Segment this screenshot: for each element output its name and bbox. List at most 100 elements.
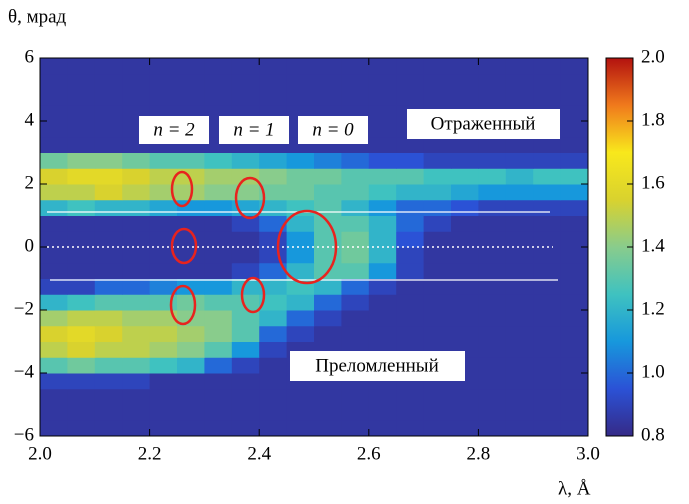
cell <box>231 404 260 421</box>
cell <box>40 152 68 169</box>
cell <box>423 420 452 437</box>
cell <box>505 184 534 201</box>
cell <box>122 325 151 342</box>
cell <box>314 168 342 185</box>
cell <box>560 105 589 122</box>
cell <box>259 310 288 327</box>
cell <box>94 58 123 75</box>
cell <box>40 231 68 248</box>
cell <box>94 136 123 153</box>
cell <box>533 373 562 390</box>
cell <box>94 215 123 232</box>
cell <box>259 325 288 342</box>
cell <box>314 294 342 311</box>
cell <box>204 168 233 185</box>
cell <box>341 325 370 342</box>
cell <box>149 310 178 327</box>
cell <box>177 73 205 90</box>
cell <box>286 310 315 327</box>
cell <box>67 58 96 75</box>
cell <box>286 215 315 232</box>
colorbar-tick-label: 1.2 <box>641 298 665 319</box>
cell <box>122 89 151 106</box>
cell <box>341 231 370 248</box>
cell <box>396 294 425 311</box>
cell <box>451 73 479 90</box>
cell <box>368 262 397 279</box>
cell <box>67 373 96 390</box>
cell <box>314 310 342 327</box>
cell <box>368 388 397 405</box>
cell <box>451 262 479 279</box>
y-axis-label: θ, мрад <box>8 6 67 27</box>
cell <box>396 404 425 421</box>
cell <box>533 73 562 90</box>
cell <box>94 404 123 421</box>
cell <box>94 231 123 248</box>
cell <box>286 231 315 248</box>
ellipse <box>170 227 198 265</box>
cell <box>533 89 562 106</box>
cell <box>67 136 96 153</box>
annotation: Отраженный <box>431 113 536 134</box>
cell <box>560 310 589 327</box>
cell <box>314 278 342 295</box>
cell <box>231 278 260 295</box>
cell <box>286 199 315 216</box>
cell <box>314 404 342 421</box>
cell <box>478 58 507 75</box>
cell <box>451 89 479 106</box>
cell <box>423 184 452 201</box>
cell <box>533 310 562 327</box>
annotation: n = 0 <box>312 119 354 140</box>
cell <box>67 420 96 437</box>
cell <box>396 231 425 248</box>
cell <box>505 73 534 90</box>
cell <box>67 262 96 279</box>
cell <box>314 89 342 106</box>
cell <box>149 199 178 216</box>
cell <box>231 310 260 327</box>
cell <box>560 231 589 248</box>
cell <box>149 89 178 106</box>
cell <box>314 325 342 342</box>
ellipse <box>169 284 197 326</box>
cell <box>149 373 178 390</box>
plot-frame <box>39 57 589 437</box>
cell <box>231 294 260 311</box>
overlay: n = 2 n = 1 n = 0 Отраженный Преломленны… <box>47 109 560 381</box>
cell <box>341 168 370 185</box>
cell <box>149 231 178 248</box>
cell <box>368 231 397 248</box>
cell <box>533 152 562 169</box>
cell <box>94 294 123 311</box>
cell <box>478 310 507 327</box>
cell <box>505 168 534 185</box>
x-tick-label: 2.4 <box>247 443 271 464</box>
cell <box>533 278 562 295</box>
cell <box>505 278 534 295</box>
cell <box>368 325 397 342</box>
cell <box>533 341 562 358</box>
cell <box>560 136 589 153</box>
x-tick-label: 3.0 <box>576 443 600 464</box>
cell <box>314 152 342 169</box>
cell <box>368 420 397 437</box>
cell <box>204 247 233 264</box>
cell <box>67 73 96 90</box>
cell <box>341 199 370 216</box>
cell <box>94 73 123 90</box>
cell <box>560 199 589 216</box>
cell <box>341 420 370 437</box>
cell <box>533 294 562 311</box>
cell <box>204 152 233 169</box>
cell <box>149 420 178 437</box>
cell <box>40 184 68 201</box>
cell <box>94 325 123 342</box>
cell <box>286 404 315 421</box>
cell <box>478 262 507 279</box>
cell <box>177 388 205 405</box>
cell <box>396 262 425 279</box>
cell <box>560 325 589 342</box>
